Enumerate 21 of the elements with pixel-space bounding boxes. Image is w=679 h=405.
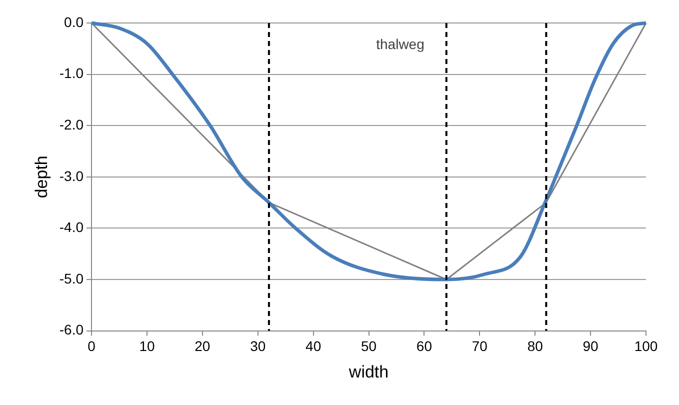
x-tick-label: 60 [416,338,432,354]
x-tick-label: 80 [527,338,544,354]
x-tick-label: 0 [88,338,96,354]
y-tick-label: 0.0 [64,14,84,30]
x-tick-label: 50 [360,338,377,354]
y-tick-label: -5.0 [59,270,84,286]
x-tick-label: 70 [472,338,488,354]
x-tick-label: 20 [194,338,210,354]
ref-line-label: thalweg [376,36,424,52]
y-tick-label: -2.0 [59,116,84,132]
x-axis-title: width [348,362,389,382]
y-axis-title: depth [32,156,51,198]
x-tick-label: 40 [306,338,322,354]
y-tick-label: -1.0 [59,65,84,82]
x-tick-label: 10 [139,338,155,354]
y-tick-label: -3.0 [59,168,84,184]
x-tick-label: 30 [250,338,266,354]
y-tick-label: -4.0 [59,219,84,236]
x-tick-label: 100 [634,338,658,354]
y-tick-label: -6.0 [59,322,84,338]
x-tick-label: 90 [582,338,599,354]
